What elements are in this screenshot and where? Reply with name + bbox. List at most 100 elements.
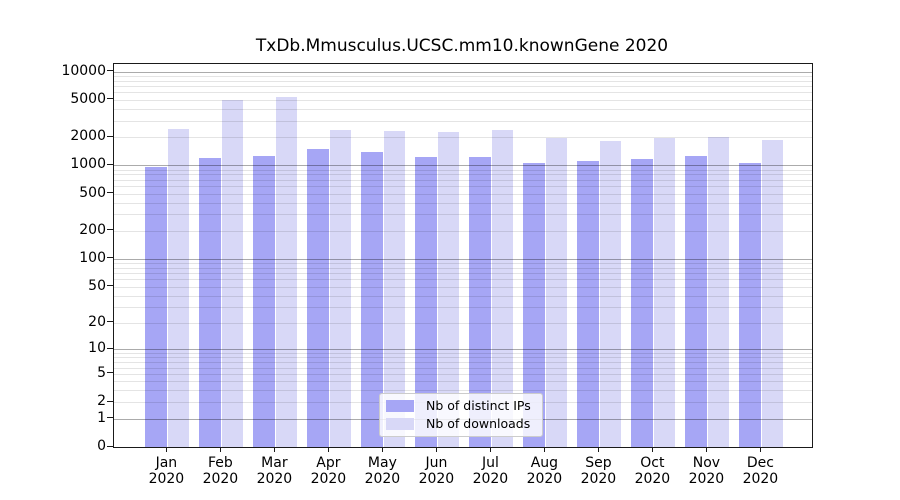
y-tick-mark: [107, 192, 113, 194]
bar-distinct-ips-mar: [253, 155, 275, 447]
bar-downloads-may: [383, 131, 406, 447]
x-axis-tick-label: Jan 2020: [148, 455, 185, 487]
grid-line-minor: [114, 357, 812, 359]
grid-line-minor: [114, 367, 812, 369]
x-axis-tick-label: Jul 2020: [472, 455, 509, 487]
bar-distinct-ips-jan: [145, 166, 167, 447]
bar-downloads-mar: [275, 96, 298, 447]
bar-distinct-ips-oct: [631, 159, 653, 447]
y-axis-tick-label: 10000: [61, 62, 106, 79]
bar-downloads-jan: [167, 128, 190, 447]
y-axis-tick-label: 50: [88, 277, 106, 294]
bar-downloads-dec: [761, 140, 784, 447]
grid-line-minor: [114, 169, 812, 171]
bar-downloads-jul: [491, 130, 514, 447]
bar-downloads-feb: [221, 100, 244, 447]
y-tick-mark: [107, 229, 113, 231]
y-tick-mark: [107, 98, 113, 100]
y-tick-mark: [107, 70, 113, 71]
x-tick-mark: [651, 447, 653, 452]
grid-line-minor: [114, 307, 812, 308]
grid-line-minor: [114, 373, 812, 375]
x-axis-tick-label: Sep 2020: [580, 455, 617, 487]
grid-line-minor: [114, 99, 812, 101]
y-axis-tick-label: 200: [79, 221, 106, 238]
grid-line-minor: [114, 214, 812, 216]
grid-line-minor: [114, 362, 812, 364]
grid-line-minor: [114, 193, 812, 195]
grid-line-minor: [114, 179, 812, 181]
y-tick-mark: [107, 445, 113, 447]
x-axis-tick-label: May 2020: [364, 455, 401, 487]
grid-line-minor: [114, 92, 812, 94]
bar-downloads-jun: [437, 131, 460, 447]
x-tick-mark: [327, 447, 329, 452]
y-tick-mark: [107, 163, 113, 165]
y-tick-mark: [107, 257, 113, 259]
bar-distinct-ips-jul: [469, 156, 491, 447]
legend-row-distinct-ips: Nb of distinct IPs: [386, 399, 536, 413]
grid-line-minor: [114, 75, 812, 77]
x-tick-mark: [759, 447, 761, 452]
x-tick-mark: [165, 447, 167, 452]
x-axis-tick-label: Oct 2020: [634, 455, 671, 487]
grid-line-major: [114, 349, 812, 351]
bar-distinct-ips-aug: [523, 162, 545, 447]
x-axis-tick-label: Mar 2020: [256, 455, 293, 487]
bar-distinct-ips-may: [361, 151, 383, 447]
bar-downloads-apr: [329, 129, 352, 447]
y-tick-mark: [107, 347, 113, 349]
y-axis-tick-label: 5: [97, 364, 106, 381]
grid-line-minor: [114, 381, 812, 383]
x-tick-mark: [273, 447, 275, 452]
x-axis-tick-label: Aug 2020: [526, 455, 563, 487]
y-axis-tick-label: 500: [79, 184, 106, 201]
grid-line-minor: [114, 86, 812, 88]
x-axis-tick-label: Dec 2020: [742, 455, 779, 487]
grid-line-minor: [114, 230, 812, 232]
y-tick-mark: [107, 135, 113, 137]
y-tick-mark: [107, 400, 113, 402]
x-tick-mark: [219, 447, 221, 452]
grid-line-minor: [114, 286, 812, 288]
y-axis-tick-label: 100: [79, 249, 106, 266]
bar-distinct-ips-nov: [685, 155, 707, 447]
chart-title: TxDb.Mmusculus.UCSC.mm10.knownGene 2020: [255, 36, 669, 56]
x-tick-mark: [381, 447, 383, 452]
y-axis-tick-label: 10: [88, 340, 106, 357]
bar-downloads-nov: [707, 137, 730, 447]
grid-line-major: [114, 258, 812, 260]
x-tick-mark: [543, 447, 545, 452]
y-axis-tick-label: 2: [97, 393, 106, 410]
x-axis-tick-label: Jun 2020: [418, 455, 455, 487]
y-axis-tick-label: 1000: [70, 156, 106, 173]
y-axis-tick-label: 20: [88, 313, 106, 330]
x-axis-tick-label: Feb 2020: [202, 455, 239, 487]
x-tick-mark: [435, 447, 437, 452]
grid-line-major: [114, 165, 812, 167]
bar-downloads-aug: [545, 137, 568, 447]
grid-line-minor: [114, 295, 812, 297]
grid-line-minor: [114, 108, 812, 110]
y-axis-tick-label: 5000: [70, 90, 106, 107]
legend: Nb of distinct IPs Nb of downloads: [379, 393, 543, 437]
bar-distinct-ips-jun: [415, 156, 437, 447]
grid-line-minor: [114, 137, 812, 139]
y-tick-mark: [107, 321, 113, 323]
bar-distinct-ips-feb: [199, 158, 221, 447]
x-tick-mark: [597, 447, 599, 452]
grid-line-major: [114, 71, 812, 73]
grid-line-minor: [114, 202, 812, 204]
bar-distinct-ips-sep: [577, 161, 599, 447]
x-tick-mark: [705, 447, 707, 452]
grid-line-minor: [114, 390, 812, 392]
y-axis-tick-label: 1: [97, 409, 106, 426]
legend-swatch-downloads: [386, 417, 414, 430]
legend-swatch-distinct-ips: [386, 400, 414, 413]
grid-line-minor: [114, 174, 812, 176]
y-axis-tick-label: 0: [97, 438, 106, 454]
grid-line-minor: [114, 263, 812, 265]
grid-line-minor: [114, 267, 812, 269]
legend-row-downloads: Nb of downloads: [386, 416, 536, 431]
